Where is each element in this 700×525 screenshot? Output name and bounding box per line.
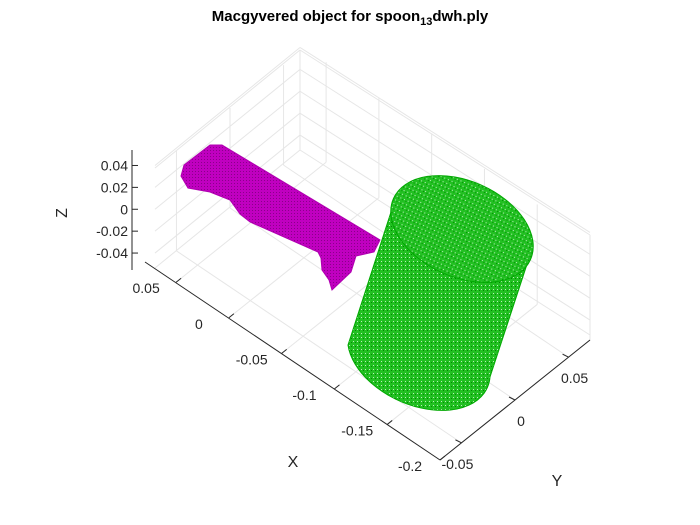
- z-axis-label: Z: [54, 208, 71, 218]
- x-tick-label: 0: [195, 316, 203, 332]
- title-main: Macgyvered object for spoon: [211, 8, 421, 25]
- x-tick-label: -0.05: [236, 351, 268, 367]
- y-axis-line: [439, 339, 591, 461]
- x-axis-label: X: [288, 454, 299, 471]
- x-tick-label: -0.15: [341, 422, 373, 438]
- y-tick-label: 0: [517, 413, 525, 429]
- z-tick-label: 0.02: [101, 179, 128, 195]
- y-tick-label: 0.05: [561, 370, 588, 386]
- x-tick-mark: [175, 277, 182, 283]
- cylinder-point-cloud: [347, 175, 534, 411]
- y-tick-label: -0.05: [441, 456, 473, 472]
- chart-title: Macgyvered object for spoon13dwh.ply: [0, 8, 700, 28]
- cylinder-top-face: [390, 175, 534, 283]
- x-tick-label: -0.1: [292, 387, 316, 403]
- z-tick-label: 0: [120, 201, 128, 217]
- z-tick-label: 0.04: [101, 157, 128, 173]
- x-tick-mark: [228, 313, 235, 319]
- x-tick-label: -0.2: [398, 458, 422, 474]
- title-subscript: 13: [420, 16, 433, 28]
- y-tick-mark: [562, 353, 569, 358]
- x-tick-mark: [334, 384, 340, 390]
- y-tick-mark: [508, 396, 516, 401]
- x-tick-label: 0.05: [132, 280, 159, 296]
- z-tick-label: -0.04: [96, 245, 128, 261]
- x-tick-mark: [281, 348, 287, 354]
- x-axis-line: [144, 261, 441, 461]
- y-tick-mark: [455, 439, 462, 444]
- x-tick-mark: [386, 420, 393, 425]
- axis-lines: [131, 150, 591, 461]
- y-axis-label: Y: [552, 473, 563, 490]
- spoon-point-cloud: [180, 144, 381, 291]
- title-suffix: dwh.ply: [432, 8, 489, 25]
- z-tick-label: -0.02: [96, 223, 128, 239]
